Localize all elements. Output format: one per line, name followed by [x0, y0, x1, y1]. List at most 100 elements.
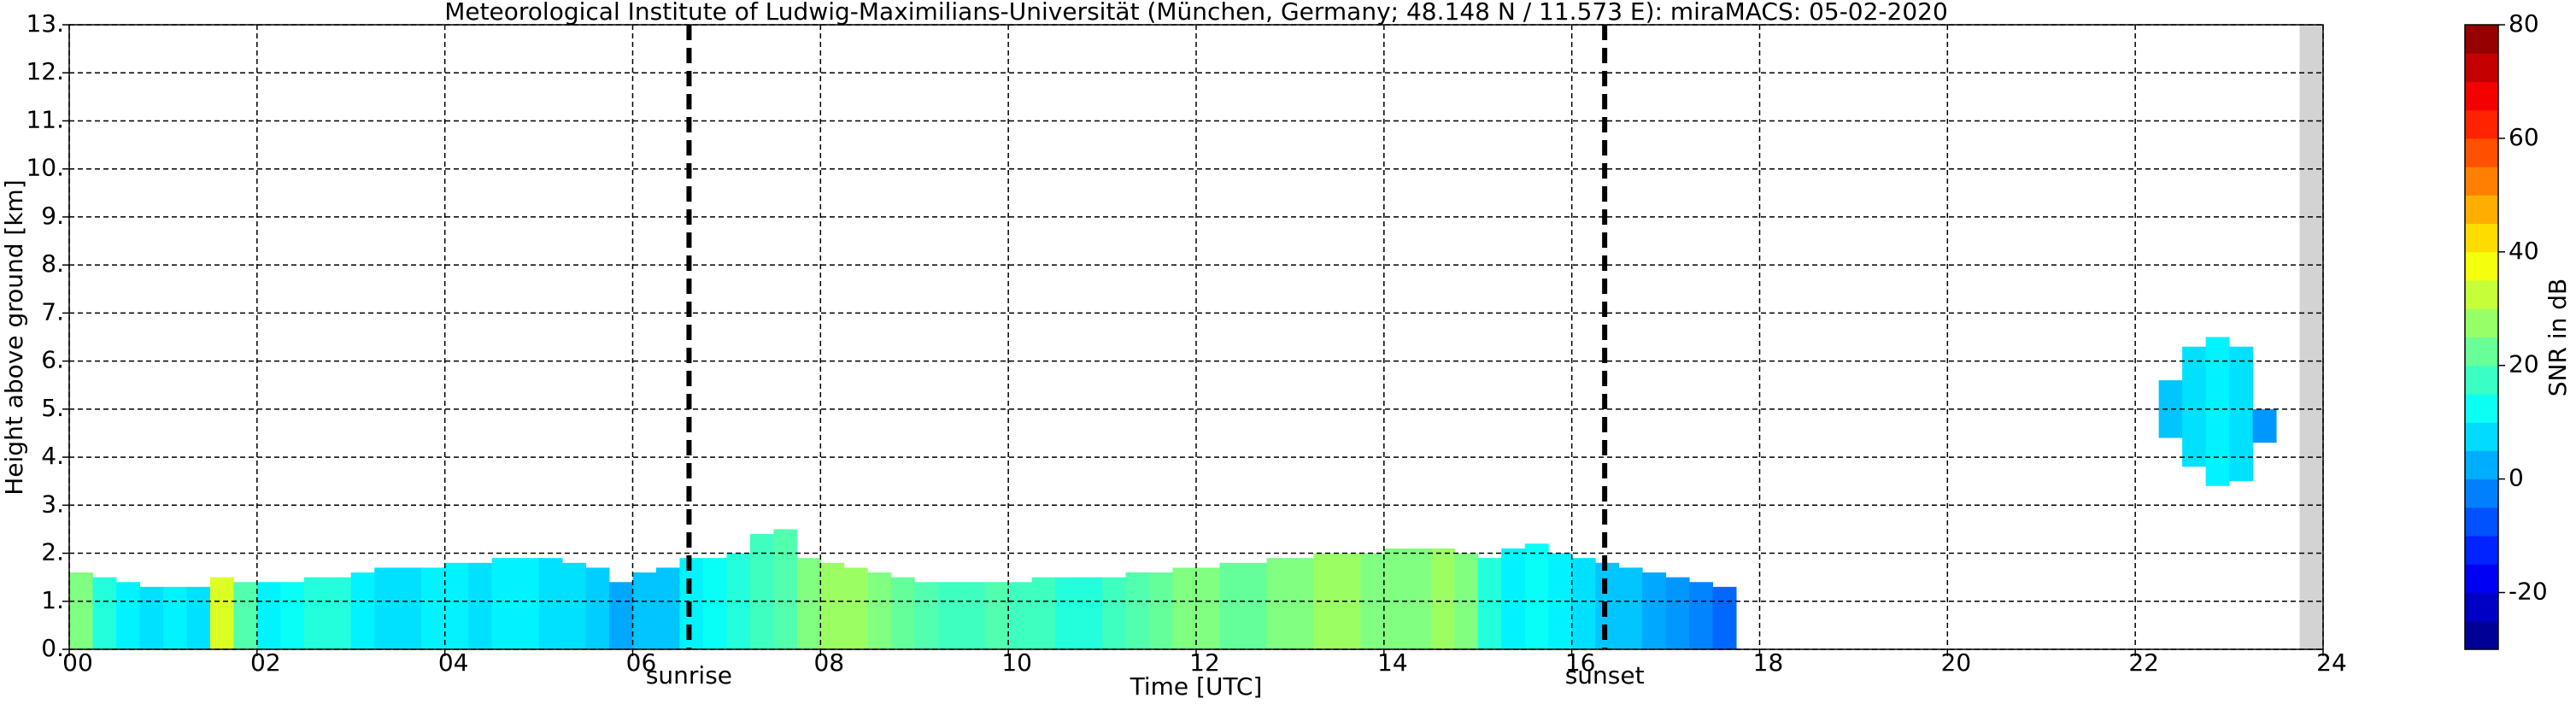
echo-cell — [2252, 408, 2277, 443]
echo-cell — [397, 567, 422, 649]
y-tick-label: 8. — [41, 249, 64, 278]
x-tick-label: 12 — [1189, 648, 1220, 677]
colorbar-segment — [2465, 365, 2498, 395]
y-tick-label: 5. — [41, 394, 64, 422]
echo-cell — [773, 529, 798, 649]
echo-cell — [1618, 567, 1643, 649]
echo-cell — [937, 582, 962, 649]
echo-cell — [139, 586, 164, 649]
y-tick-label: 10. — [26, 154, 64, 182]
echo-cell — [820, 562, 845, 649]
echo-cell — [515, 558, 540, 649]
echo-cell — [1571, 558, 1596, 649]
colorbar-tick-label: 20 — [2509, 350, 2539, 378]
colorbar-segment — [2465, 251, 2498, 281]
colorbar-segment — [2465, 223, 2498, 253]
x-tick-label: 14 — [1377, 648, 1408, 677]
echo-cell — [796, 558, 821, 649]
echo-cell — [914, 582, 939, 649]
y-tick-label: 11. — [26, 105, 64, 133]
colorbar-segment — [2465, 337, 2498, 367]
echo-cell — [702, 558, 727, 649]
echo-cell — [1242, 562, 1267, 649]
echo-cell — [632, 572, 657, 649]
echo-cell — [1383, 548, 1408, 649]
colorbar-segment — [2465, 138, 2498, 167]
colorbar-tick-label: 0 — [2509, 464, 2524, 492]
echo-cell — [256, 582, 281, 649]
x-tick-label: 22 — [2128, 648, 2159, 677]
echo-cell — [585, 567, 610, 649]
x-tick-label: 20 — [1941, 648, 1972, 677]
colorbar-segment — [2465, 109, 2498, 139]
echo-cell — [162, 586, 187, 649]
x-tick-label: 04 — [438, 648, 469, 677]
colorbar-segment — [2465, 507, 2498, 537]
chart-title: Meteorological Institute of Ludwig-Maxim… — [444, 0, 1948, 26]
echo-cell — [1407, 548, 1432, 649]
echo-cell — [468, 562, 493, 649]
echo-cell — [444, 562, 469, 649]
echo-cell — [867, 572, 892, 649]
echo-cell — [961, 582, 986, 649]
echo-cell — [186, 586, 211, 649]
x-tick-label: 02 — [250, 648, 281, 677]
colorbar-segment — [2465, 450, 2498, 480]
colorbar-tick-label: -20 — [2509, 578, 2548, 606]
echo-cell — [92, 577, 117, 649]
x-axis-label: Time [UTC] — [1130, 672, 1263, 701]
y-tick-label: 2. — [41, 538, 64, 566]
colorbar-segment — [2465, 478, 2498, 508]
colorbar-segment — [2465, 620, 2498, 650]
echo-cell — [2229, 346, 2254, 482]
echo-cell — [1078, 577, 1103, 649]
echo-cell — [1125, 572, 1150, 649]
x-tick-label: 24 — [2316, 648, 2347, 677]
echo-cell — [115, 582, 140, 649]
echo-cell — [749, 534, 774, 649]
colorbar-segment — [2465, 592, 2498, 622]
y-tick-label: 6. — [41, 346, 64, 374]
x-tick-label: 06 — [626, 648, 657, 677]
echo-cell — [2205, 337, 2230, 486]
echo-cell — [1055, 577, 1080, 649]
y-tick-label: 4. — [41, 442, 64, 470]
colorbar-tick-label: 60 — [2509, 123, 2539, 151]
echo-cell — [327, 577, 352, 649]
x-tick-label: 10 — [1001, 648, 1032, 677]
echo-cell — [1430, 548, 1455, 649]
colorbar-segment — [2465, 536, 2498, 565]
colorbar-segment — [2465, 195, 2498, 225]
echo-cell — [1501, 548, 1526, 649]
colorbar-segment — [2465, 308, 2498, 337]
colorbar-segment — [2465, 393, 2498, 423]
echo-cell — [1689, 582, 1714, 649]
colorbar-segment — [2465, 53, 2498, 82]
echo-cell — [69, 572, 93, 649]
echo-cell — [233, 582, 258, 649]
echo-cell — [890, 577, 915, 649]
echo-cell — [1665, 577, 1690, 649]
x-tick-label: 16 — [1565, 648, 1596, 677]
echo-cell — [1712, 586, 1737, 649]
colorbar-frame — [2464, 24, 2499, 650]
echo-cell — [1477, 558, 1502, 649]
y-tick-label: 3. — [41, 490, 64, 518]
y-tick-label: 9. — [41, 202, 64, 230]
echo-cell — [609, 582, 633, 649]
echo-cell — [374, 567, 399, 649]
colorbar-tick-label: 80 — [2509, 9, 2539, 38]
echo-cell — [1642, 572, 1667, 649]
echo-cell — [2182, 346, 2207, 467]
echo-cell — [491, 558, 516, 649]
colorbar-segment — [2465, 81, 2498, 111]
y-tick-label: 13. — [26, 9, 64, 38]
echo-cell — [1196, 567, 1220, 649]
event-label: sunset — [1565, 661, 1645, 689]
x-tick-label: 08 — [814, 648, 845, 677]
y-tick-label: 0. — [41, 634, 64, 662]
echo-cell — [1172, 567, 1197, 649]
echo-cell — [303, 577, 328, 649]
colorbar-label: SNR in dB — [2544, 279, 2572, 396]
